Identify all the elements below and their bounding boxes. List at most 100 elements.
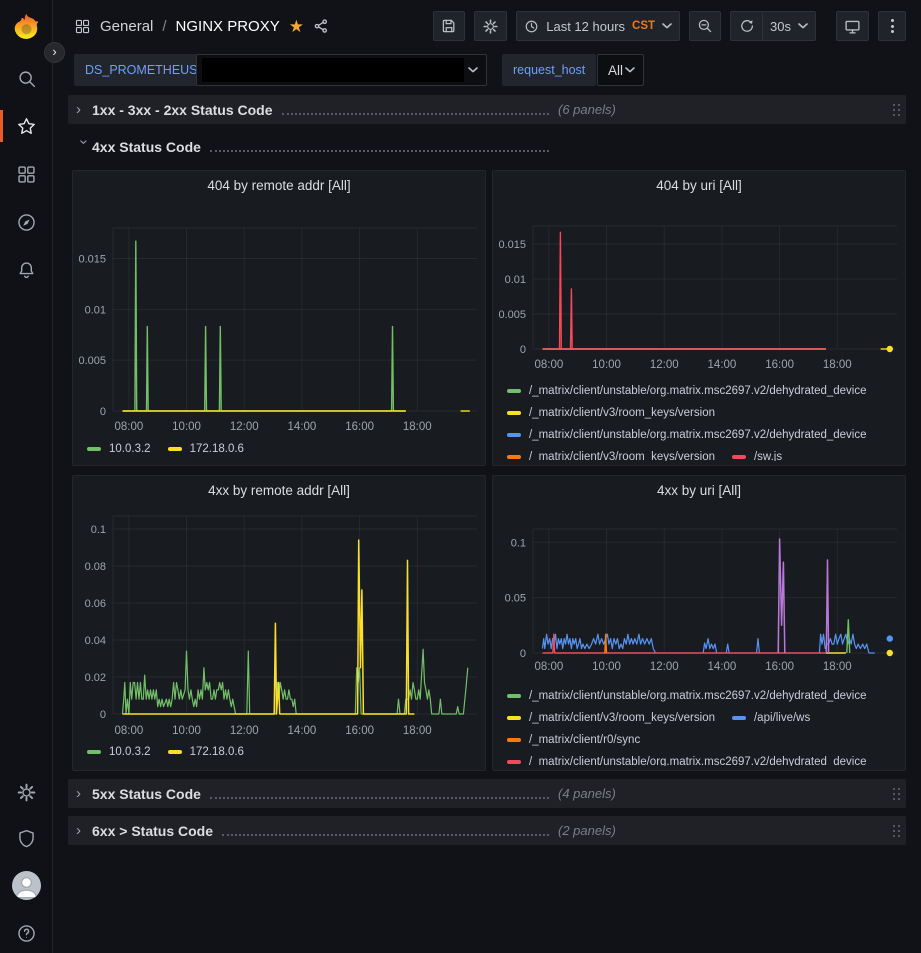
sidebar-item-help[interactable] [0, 918, 53, 948]
redacted-value [202, 58, 464, 82]
legend-item[interactable]: 172.18.0.6 [167, 741, 244, 763]
refresh-button[interactable] [730, 11, 763, 41]
series-end-point [886, 649, 893, 657]
legend-item[interactable]: /api/live/ws [731, 707, 810, 729]
drag-handle-icon[interactable] [893, 103, 900, 116]
breadcrumb-separator: / [162, 17, 167, 35]
axis-tick-label: 16:00 [765, 661, 794, 673]
sidebar-expand-button[interactable]: › [44, 42, 65, 63]
series-line [755, 638, 760, 654]
bell-icon [19, 261, 34, 278]
variable-value-request-host[interactable]: All [597, 54, 645, 86]
series-line [846, 619, 851, 654]
panel-title[interactable]: 4xx by uri [All] [656, 483, 742, 498]
star-icon [18, 117, 35, 134]
legend-item[interactable]: 172.18.0.6 [167, 438, 244, 460]
gear-icon [483, 18, 498, 34]
panel-title[interactable]: 404 by uri [All] [656, 178, 742, 193]
legend-item[interactable]: 10.0.3.2 [87, 438, 151, 460]
save-dashboard-button[interactable] [433, 11, 466, 41]
axis-tick-label: 0.1 [511, 537, 526, 549]
panel-404-by-remote-addr: 404 by remote addr [All] 0 0.005 0.01 0.015… [72, 170, 486, 466]
sidebar-item-configuration[interactable] [0, 777, 53, 807]
legend-item[interactable]: /_matrix/client/v3/room_keys/version [507, 446, 715, 461]
panel-title[interactable]: 404 by remote addr [All] [207, 178, 351, 193]
legend-item[interactable]: 10.0.3.2 [87, 741, 151, 763]
series-line [725, 643, 730, 654]
row-header-1xx-3xx-2xx[interactable]: › 1xx - 3xx - 2xx Status Code (6 panels) [68, 95, 906, 124]
legend-label: /_matrix/client/unstable/org.matrix.msc2… [529, 385, 867, 397]
row-header-4xx[interactable]: › 4xx Status Code [68, 132, 906, 161]
axis-tick-label: 10:00 [592, 661, 621, 673]
sidebar [0, 0, 53, 953]
series-line [702, 638, 718, 654]
drag-handle-icon[interactable] [893, 824, 900, 837]
chevron-down-icon [662, 22, 672, 28]
time-series-chart[interactable]: 0 0.05 0.1 08:00 10:00 12:00 14:00 16:00 18:00 [493, 476, 905, 770]
tv-mode-button[interactable] [836, 11, 869, 41]
axis-tick-label: 14:00 [288, 725, 317, 737]
axis-tick-label: 0.015 [78, 254, 106, 266]
legend-swatch-icon [507, 694, 521, 698]
refresh-interval-label: 30s [770, 18, 791, 34]
save-icon [443, 19, 455, 33]
row-panel-count: (6 panels) [558, 102, 616, 117]
time-series-chart[interactable]: 0 0.02 0.04 0.06 0.08 0.1 08:00 10:00 12:00 14:00… [73, 476, 485, 770]
refresh-interval-picker[interactable]: 30s [762, 11, 816, 41]
row-header-6xx[interactable]: › 6xx > Status Code (2 panels) [68, 816, 906, 845]
panel-legend: 10.0.3.2 172.18.0.6 [87, 741, 479, 763]
drag-handle-icon[interactable] [893, 787, 900, 800]
monitor-icon [845, 20, 860, 34]
legend-swatch-icon [507, 716, 521, 720]
panel-title[interactable]: 4xx by remote addr [All] [208, 483, 350, 498]
legend-item[interactable]: /_matrix/client/v3/room_keys/version [507, 707, 715, 729]
axis-tick-label: 08:00 [534, 661, 563, 673]
axis-tick-label: 0.1 [91, 524, 106, 536]
panel-4xx-by-remote-addr: 4xx by remote addr [All] 0 0.02 0.04 0.06 0.… [72, 475, 486, 771]
more-options-button[interactable] [878, 11, 906, 41]
axis-tick-label: 0 [100, 406, 106, 418]
legend-item[interactable]: /_matrix/client/r0/sync [507, 729, 640, 751]
grafana-logo-icon[interactable] [12, 12, 41, 41]
legend-item[interactable]: /_matrix/client/unstable/org.matrix.msc2… [507, 424, 867, 446]
axis-tick-label: 0.01 [85, 304, 106, 316]
breadcrumb-section[interactable]: General [100, 17, 154, 35]
legend-label: /sw.js [753, 451, 783, 461]
dashboard-settings-button[interactable] [474, 11, 508, 41]
axis-tick-label: 0.08 [85, 561, 106, 573]
legend-item[interactable]: /sw.js [731, 446, 783, 461]
favorite-star-icon[interactable]: ★ [288, 16, 304, 36]
zoom-out-icon [698, 19, 712, 33]
axis-tick-label: 0.05 [505, 593, 526, 605]
time-series-chart[interactable]: 0 0.005 0.01 0.015 08:00 10:00 12:00 14:00 16:00… [493, 171, 905, 465]
main-area: General / NGINX PROXY ★ Last 12 hours CS… [53, 0, 921, 953]
row-title: 1xx - 3xx - 2xx Status Code [92, 101, 273, 118]
legend-item[interactable]: /_matrix/client/v3/room_keys/version [507, 402, 715, 424]
legend-label: 172.18.0.6 [189, 746, 244, 758]
sidebar-item-explore[interactable] [0, 207, 53, 237]
row-header-5xx[interactable]: › 5xx Status Code (4 panels) [68, 779, 906, 808]
legend-item[interactable]: /_matrix/client/unstable/org.matrix.msc2… [507, 685, 867, 707]
series-line [541, 633, 657, 654]
sidebar-item-starred[interactable] [0, 110, 53, 142]
time-series-chart[interactable]: 0 0.005 0.01 0.015 08:00 10:00 12:00 14:00 16:00… [73, 171, 485, 465]
sidebar-item-profile[interactable] [0, 870, 53, 900]
share-icon[interactable] [313, 18, 329, 34]
zoom-out-button[interactable] [689, 11, 722, 41]
sidebar-item-dashboards[interactable] [0, 159, 53, 189]
axis-tick-label: 18:00 [403, 421, 432, 433]
apps-grid-icon[interactable] [74, 18, 91, 35]
variable-value-ds-prometheus[interactable] [196, 54, 487, 86]
sidebar-item-server-admin[interactable] [0, 823, 53, 853]
axis-tick-label: 08:00 [534, 359, 563, 371]
axis-tick-label: 12:00 [230, 421, 259, 433]
row-expand-caret-icon: › [75, 139, 93, 145]
legend-item[interactable]: /_matrix/client/unstable/org.matrix.msc2… [507, 751, 867, 766]
legend-item[interactable]: /_matrix/client/unstable/org.matrix.msc2… [507, 380, 867, 402]
axis-tick-label: 18:00 [823, 661, 852, 673]
sidebar-item-search[interactable] [0, 63, 53, 93]
variable-label-ds-prometheus[interactable]: DS_PROMETHEUS [74, 54, 209, 86]
sidebar-item-alerting[interactable] [0, 255, 53, 285]
variable-label-request-host[interactable]: request_host [502, 54, 597, 86]
time-range-picker[interactable]: Last 12 hours CST [516, 11, 681, 41]
